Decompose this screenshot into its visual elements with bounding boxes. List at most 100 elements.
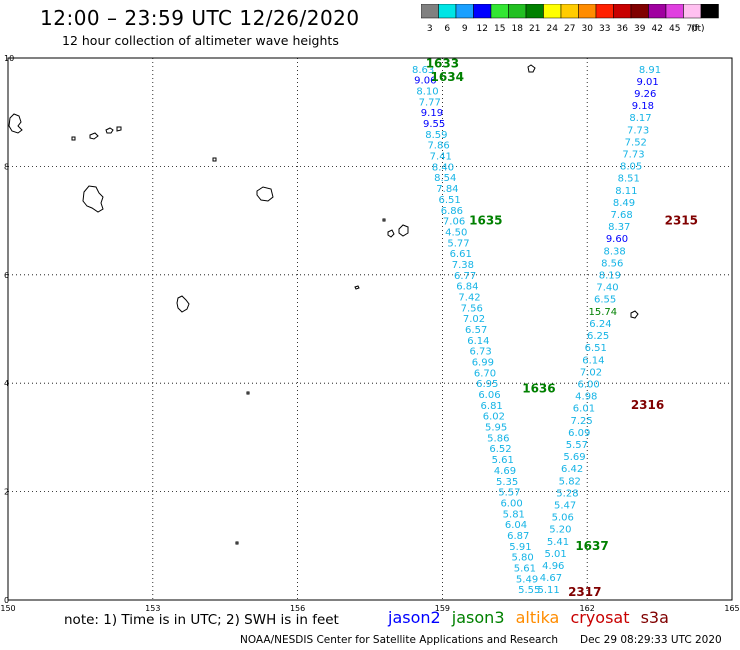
track-a-swh-value: 5.35 xyxy=(496,477,518,488)
track-a-time-label: 1636 xyxy=(522,382,555,396)
page-title: 12:00 – 23:59 UTC 12/26/2020 xyxy=(40,6,360,30)
track-b-swh-value: 6.25 xyxy=(587,331,609,342)
island-outline xyxy=(212,157,217,162)
y-tick-label: 6 xyxy=(4,271,9,280)
created-timestamp: Dec 29 08:29:33 UTC 2020 xyxy=(580,634,722,646)
track-a-swh-value: 9.06 xyxy=(414,76,436,87)
y-tick-label: 8 xyxy=(4,162,9,171)
legend-jason3: jason3 xyxy=(451,608,505,627)
colorbar-label: 21 xyxy=(529,24,540,34)
colorbar-label: 9 xyxy=(462,24,468,34)
track-a-swh-value: 7.02 xyxy=(463,314,485,325)
island-outlines xyxy=(8,64,639,545)
track-a-swh-value: 7.38 xyxy=(452,260,474,271)
track-b-swh-value: 9.26 xyxy=(634,89,656,100)
track-a-swh-value: 5.86 xyxy=(487,433,509,444)
colorbar-swatch xyxy=(700,4,719,19)
track-a-swh-value: 6.52 xyxy=(489,444,511,455)
colorbar-label: 42 xyxy=(652,24,663,34)
legend-cryosat: cryosat xyxy=(570,608,630,627)
track-a-swh-value: 6.06 xyxy=(478,390,500,401)
track-a-swh-value: 7.42 xyxy=(458,292,480,303)
track-b-swh-value: 6.42 xyxy=(561,464,583,475)
track-a-swh-value: 6.70 xyxy=(474,368,496,379)
island-outline xyxy=(527,64,536,73)
x-tick-label: 156 xyxy=(290,604,305,613)
track-b-swh-value: 5.06 xyxy=(552,513,574,524)
island-outline xyxy=(89,132,99,140)
track-b-swh-value: 5.20 xyxy=(549,525,571,536)
colorbar-label: 18 xyxy=(512,24,524,34)
track-a-swh-value: 6.00 xyxy=(500,498,522,509)
track-b-swh-value: 5.41 xyxy=(547,537,569,548)
track-b-swh-value: 6.51 xyxy=(585,343,607,354)
y-tick-label: 10 xyxy=(4,54,14,63)
track-a-swh-value: 5.81 xyxy=(503,509,525,520)
track-a-swh-value: 4.50 xyxy=(445,227,467,238)
track-a-swh-value: 8.59 xyxy=(425,130,447,141)
track-b-swh-value: 5.11 xyxy=(537,585,559,596)
track-b-swh-value: 7.25 xyxy=(570,416,592,427)
track-b-swh-value: 5.82 xyxy=(559,476,581,487)
y-tick-label: 0 xyxy=(4,596,9,605)
track-b-swh-value: 8.51 xyxy=(618,174,640,185)
island-outline xyxy=(82,185,104,213)
colorbar-label: 24 xyxy=(547,24,559,34)
track-a-time-label: 1635 xyxy=(469,214,502,228)
island-outline xyxy=(387,229,395,238)
track-a-swh-value: 5.80 xyxy=(512,553,534,564)
colorbar-unit: (ft) xyxy=(691,24,705,34)
island-outline xyxy=(116,126,122,132)
track-a-swh-value: 6.77 xyxy=(454,271,476,282)
track-b-swh-value: 7.40 xyxy=(596,283,618,294)
track-b-swh-value: 8.19 xyxy=(599,271,621,282)
track-b-swh-value: 9.18 xyxy=(632,101,654,112)
track-a-swh-value: 6.04 xyxy=(505,520,527,531)
footer-note: note: 1) Time is in UTC; 2) SWH is in fe… xyxy=(64,612,339,628)
track-b-swh-value: 9.01 xyxy=(636,77,658,88)
track-b-swh-value: 7.73 xyxy=(622,150,644,161)
track-a-time-label: 1634 xyxy=(431,70,464,84)
island-outline xyxy=(105,127,114,134)
track-b-time-label: 2317 xyxy=(568,585,601,599)
track-a-swh-value: 5.95 xyxy=(485,423,507,434)
track-a-swh-value: 6.73 xyxy=(469,347,491,358)
island-outline xyxy=(235,541,239,545)
track-a-swh-value: 5.91 xyxy=(509,542,531,553)
track-b-swh-value: 7.02 xyxy=(580,367,602,378)
track-a-swh-value: 8.10 xyxy=(416,87,438,98)
track-a-swh-value: 6.02 xyxy=(483,412,505,423)
island-outline xyxy=(354,285,360,290)
colorbar-label: 6 xyxy=(444,24,450,34)
track-b-swh-value: 5.57 xyxy=(566,440,588,451)
legend-jason2: jason2 xyxy=(388,608,441,627)
colorbar-label: 30 xyxy=(582,24,594,34)
track-a-swh-value: 6.57 xyxy=(465,325,487,336)
colorbar-label: 15 xyxy=(494,24,505,34)
track-a-swh-value: 4.69 xyxy=(494,466,516,477)
track-a-swh-value: 8.54 xyxy=(434,173,456,184)
colorbar-label: 45 xyxy=(669,24,680,34)
island-outline xyxy=(8,113,23,134)
altimeter-tracks: 8.639.068.107.779.199.558.597.867.418.40… xyxy=(412,56,698,598)
track-a-swh-value: 8.63 xyxy=(412,65,434,76)
track-b-time-label: 2315 xyxy=(665,214,698,228)
island-outline xyxy=(246,391,250,395)
x-tick-label: 150 xyxy=(0,604,15,613)
track-a-swh-value: 6.84 xyxy=(456,282,478,293)
track-a-time-label: 1637 xyxy=(575,539,608,553)
track-b-swh-value: 5.47 xyxy=(554,500,576,511)
map-grid xyxy=(7,57,733,601)
colorbar-label: 33 xyxy=(599,24,610,34)
track-b-swh-value: 7.68 xyxy=(611,210,633,221)
island-outline xyxy=(256,186,274,202)
colorbar-label: 39 xyxy=(634,24,646,34)
track-b-swh-value: 15.74 xyxy=(588,307,617,318)
axis-tick-labels: 150 153 156 159 162 165 10 8 6 4 2 0 xyxy=(0,54,739,613)
x-tick-label: 162 xyxy=(580,604,595,613)
track-b-swh-value: 4.98 xyxy=(575,392,597,403)
legend-s3a: s3a xyxy=(640,608,669,627)
colorbar-label: 12 xyxy=(477,24,488,34)
track-b-swh-value: 7.73 xyxy=(627,125,649,136)
track-a-time-label: 1633 xyxy=(426,56,459,70)
